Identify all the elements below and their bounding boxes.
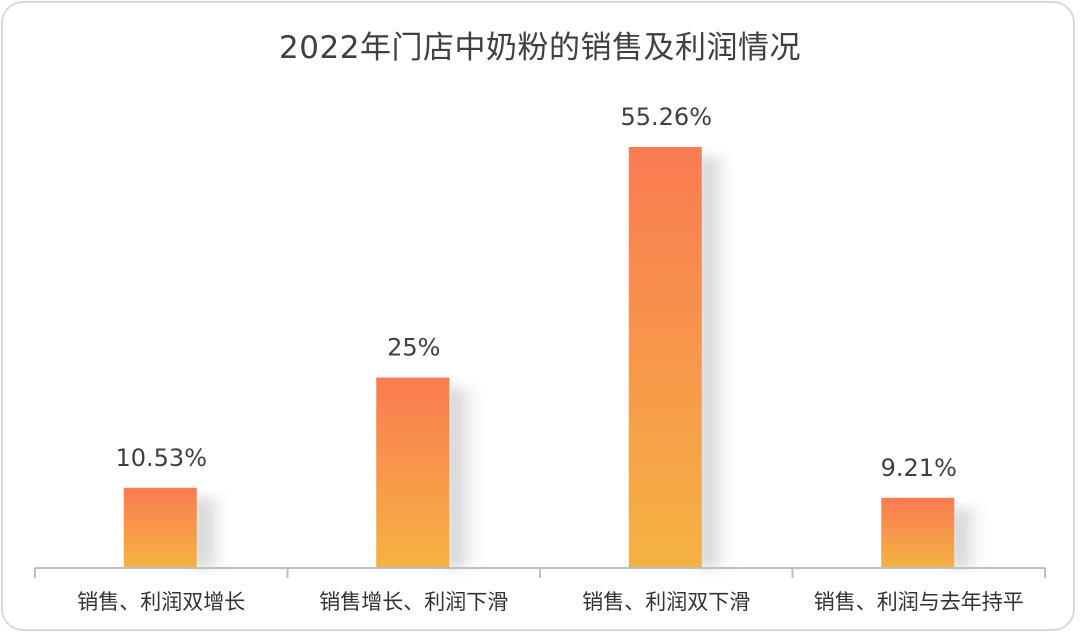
bar-shadow <box>194 497 225 568</box>
bar-shadow <box>952 507 983 568</box>
category-label: 销售、利润双增长 <box>77 590 245 614</box>
bar-value-label: 25% <box>387 334 440 362</box>
x-axis <box>34 567 1046 578</box>
bar-shadow <box>699 157 730 568</box>
bars-group <box>123 147 955 568</box>
category-labels: 销售、利润双增长 销售增长、利润下滑 销售、利润双下滑 销售、利润与去年持平 <box>77 590 1024 614</box>
bar-value-label: 9.21% <box>881 454 957 482</box>
bar <box>123 487 197 568</box>
category-label: 销售增长、利润下滑 <box>319 590 508 614</box>
bar <box>628 147 702 568</box>
category-label: 销售、利润双下滑 <box>582 590 750 614</box>
bar-value-label: 55.26% <box>620 103 712 131</box>
bar <box>881 497 955 568</box>
bar-shadows <box>194 157 983 568</box>
category-label: 销售、利润与去年持平 <box>814 590 1024 614</box>
bar-value-label: 10.53% <box>115 444 207 472</box>
value-labels: 10.53% 25% 55.26% 9.21% <box>115 103 956 482</box>
chart-title: 2022年门店中奶粉的销售及利润情况 <box>279 30 801 66</box>
bar-shadow <box>447 387 478 568</box>
bar <box>376 377 450 568</box>
